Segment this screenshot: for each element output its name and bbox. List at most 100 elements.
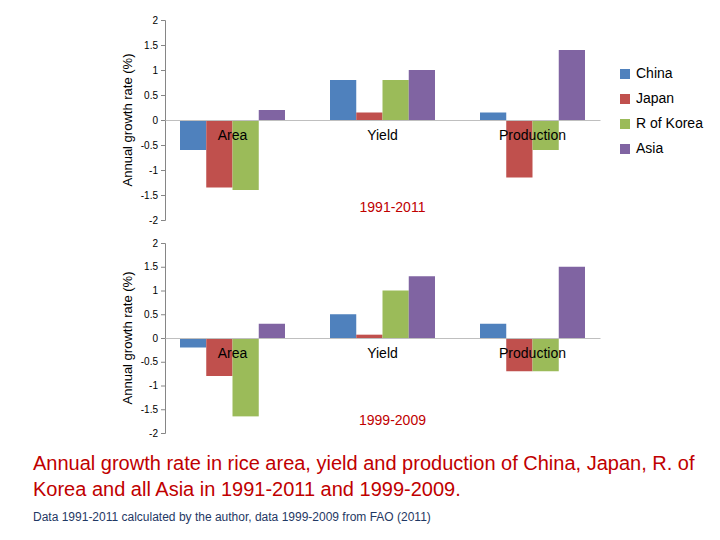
x-axis-line — [166, 120, 601, 121]
tick-mark — [161, 362, 165, 363]
tick-label: -0.5 — [141, 140, 159, 151]
y-tick: -1 — [149, 380, 165, 391]
tick-label: 2 — [152, 238, 158, 249]
legend: China Japan R of Korea Asia — [620, 65, 703, 156]
legend-item: Asia — [620, 140, 663, 156]
y-tick: 2 — [152, 15, 165, 26]
tick-label: 1.5 — [144, 40, 158, 51]
legend-swatch — [620, 94, 630, 104]
bar — [180, 338, 206, 348]
tick-mark — [161, 291, 165, 292]
y-tick: -2 — [149, 428, 165, 439]
caption: Annual growth rate in rice area, yield a… — [33, 450, 703, 502]
bar — [356, 335, 382, 338]
legend-label: Asia — [636, 140, 663, 156]
bar — [409, 276, 435, 338]
x-tick: Yield — [367, 338, 398, 361]
bar — [559, 267, 585, 338]
tick-label: 2 — [152, 15, 158, 26]
x-tick: Production — [499, 120, 566, 143]
tick-mark — [161, 95, 165, 96]
panel: -2 -1.5 -1 -0.5 0 0.5 1 1.5 2 Area Yield Production… — [120, 15, 703, 226]
category-label: Area — [218, 127, 248, 143]
x-tick: Area — [218, 120, 248, 143]
tick-label: 1 — [152, 65, 158, 76]
tick-mark — [161, 409, 165, 410]
tick-mark — [161, 267, 165, 268]
y-axis-line — [161, 21, 166, 221]
legend-item: R of Korea — [620, 115, 703, 131]
x-axis: Area Yield Production — [166, 338, 601, 361]
legend-label: China — [636, 65, 673, 81]
y-axis: -2 -1.5 -1 -0.5 0 0.5 1 1.5 2 — [141, 15, 166, 226]
bars — [180, 267, 585, 417]
y-tick: 1 — [152, 65, 165, 76]
category-label: Yield — [367, 127, 398, 143]
tick-mark — [161, 20, 165, 21]
y-tick: -0.5 — [141, 356, 165, 367]
y-tick: -1.5 — [141, 404, 165, 415]
bar — [409, 70, 435, 120]
y-tick: 0.5 — [144, 309, 165, 320]
tick-label: -0.5 — [141, 356, 159, 367]
x-tick: Yield — [367, 120, 398, 143]
legend-swatch — [620, 144, 630, 154]
tick-mark — [161, 70, 165, 71]
tick-mark — [161, 195, 165, 196]
y-tick: 1.5 — [144, 40, 165, 51]
y-tick: -1 — [149, 165, 165, 176]
legend-item: China — [620, 65, 673, 81]
period-label: 1991-2011 — [360, 199, 426, 215]
y-axis-line — [161, 244, 166, 434]
legend-label: R of Korea — [636, 115, 703, 131]
bar — [259, 324, 285, 338]
y-tick: -2 — [149, 215, 165, 226]
y-axis-title: Annual growth rate (%) — [120, 54, 135, 187]
tick-label: -1 — [149, 165, 158, 176]
y-tick: 0 — [152, 333, 165, 344]
y-tick: 2 — [152, 238, 165, 249]
bar — [383, 291, 409, 339]
legend-swatch — [620, 69, 630, 79]
tick-label: -1 — [149, 380, 158, 391]
tick-mark — [161, 220, 165, 221]
tick-mark — [161, 145, 165, 146]
x-axis: Area Yield Production — [166, 120, 601, 143]
legend-swatch — [620, 119, 630, 129]
tick-mark — [161, 243, 165, 244]
bar — [259, 110, 285, 120]
panel: -2 -1.5 -1 -0.5 0 0.5 1 1.5 2 Area Yield Production… — [120, 238, 601, 439]
x-tick: Production — [499, 338, 566, 361]
y-tick: 0.5 — [144, 90, 165, 101]
y-axis: -2 -1.5 -1 -0.5 0 0.5 1 1.5 2 — [141, 238, 166, 439]
tick-mark — [161, 314, 165, 315]
y-tick: 0 — [152, 115, 165, 126]
category-label: Production — [499, 127, 566, 143]
legend-label: Japan — [636, 90, 674, 106]
source-note: Data 1991-2011 calculated by the author,… — [33, 510, 431, 524]
y-tick: 1.5 — [144, 261, 165, 272]
category-label: Yield — [367, 345, 398, 361]
bar — [356, 113, 382, 121]
category-label: Production — [499, 345, 566, 361]
tick-label: -1.5 — [141, 404, 159, 415]
page: -2 -1.5 -1 -0.5 0 0.5 1 1.5 2 Area Yield Production… — [0, 0, 720, 540]
bar — [480, 113, 506, 121]
tick-mark — [161, 386, 165, 387]
bar — [330, 80, 356, 120]
legend-item: Japan — [620, 90, 674, 106]
tick-mark — [161, 170, 165, 171]
bar — [480, 324, 506, 338]
bar — [330, 314, 356, 338]
x-axis-line — [166, 338, 601, 339]
y-tick: -0.5 — [141, 140, 165, 151]
tick-mark — [161, 120, 165, 121]
period-label: 1999-2009 — [359, 412, 426, 428]
bar — [559, 50, 585, 120]
tick-label: 0 — [152, 115, 158, 126]
category-label: Area — [218, 345, 248, 361]
bar — [383, 80, 409, 120]
tick-label: -1.5 — [141, 190, 159, 201]
y-tick: 1 — [152, 285, 165, 296]
tick-mark — [161, 338, 165, 339]
